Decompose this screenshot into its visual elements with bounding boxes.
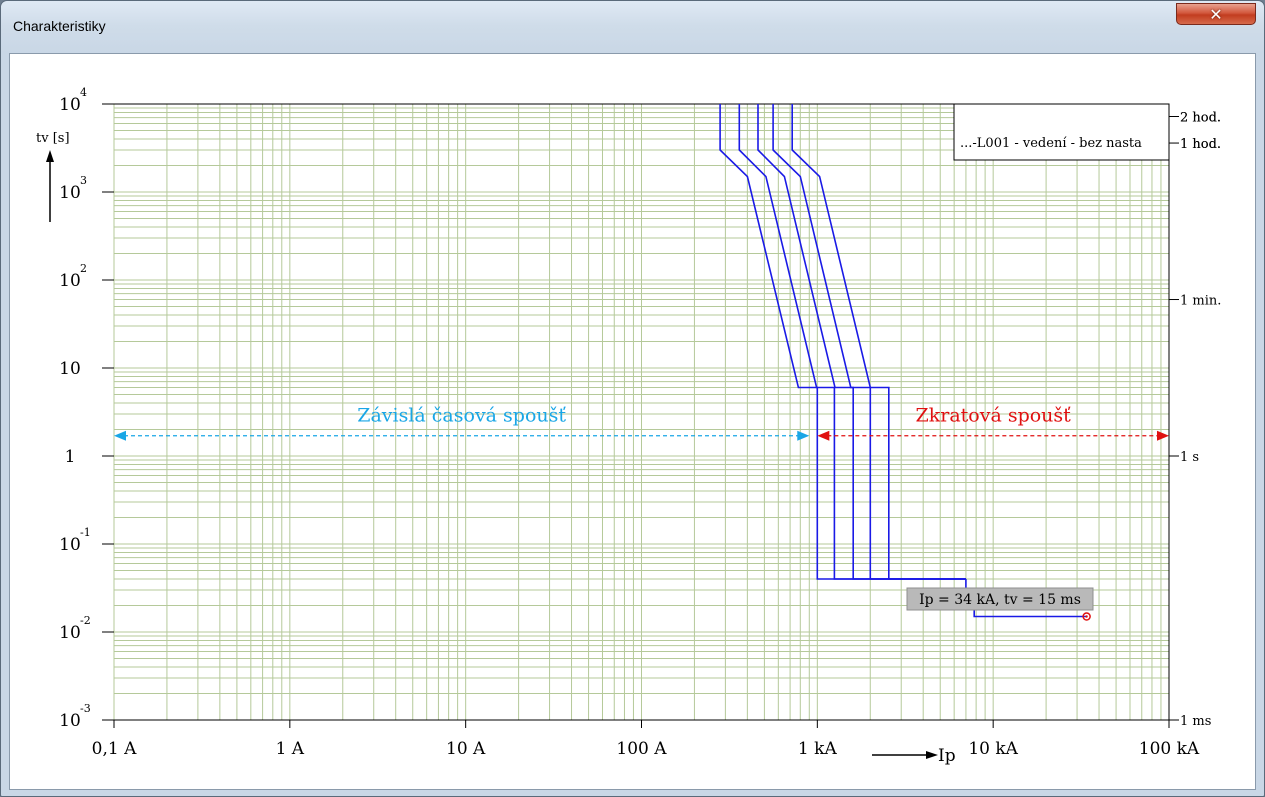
close-icon: ✕ <box>1209 4 1223 24</box>
characteristic-curve <box>772 104 966 580</box>
y-tick-label: 1 <box>65 447 76 467</box>
y-tick-exponent: -1 <box>80 526 91 539</box>
x-tick-label: 10 kA <box>968 739 1018 759</box>
y-tick-exponent: 3 <box>80 174 87 187</box>
annotation-arrowhead-left <box>817 430 830 441</box>
right-axis-label-overlay: 1 hod. <box>1180 137 1221 152</box>
x-tick-label: 10 A <box>446 739 486 759</box>
right-axis-label: 2 hod. <box>1180 111 1221 126</box>
legend-box <box>953 103 1170 161</box>
y-tick-exponent: 4 <box>80 86 87 99</box>
right-axis-label: 1 min. <box>1180 294 1221 309</box>
x-axis-label: Ip <box>938 746 956 766</box>
annotation-arrowhead-left <box>114 430 126 441</box>
right-axis-label: 1 s <box>1180 450 1199 465</box>
characteristic-curve <box>791 104 966 580</box>
y-axis-arrowhead <box>46 150 54 162</box>
right-axis-label-overlay: 2 hod. <box>1180 111 1221 126</box>
x-tick-label: 100 A <box>616 739 667 759</box>
annotation-label: Závislá časová spoušť <box>357 405 566 427</box>
y-tick-exponent: 2 <box>80 262 87 275</box>
x-tick-label: 1 kA <box>798 739 838 759</box>
characteristic-curve <box>719 104 966 580</box>
x-tick-label: 100 kA <box>1139 739 1200 759</box>
annotation-arrowhead-right <box>797 430 810 441</box>
y-tick-label: 10 <box>59 623 81 643</box>
characteristic-curve <box>738 104 966 580</box>
y-tick-label: 10 <box>59 95 81 115</box>
title-bar[interactable]: Charakteristiky ✕ <box>1 1 1264 51</box>
y-axis-label: tv [s] <box>36 131 70 146</box>
grid-lines <box>113 104 1169 721</box>
annotation-label: Zkratová spoušť <box>916 405 1072 427</box>
annotation-arrowhead-right <box>1157 430 1169 441</box>
legend-entry: ...-L001 - vedení - bez nasta <box>960 136 1142 151</box>
y-tick-label: 10 <box>59 535 81 555</box>
y-tick-exponent: -2 <box>80 614 91 627</box>
close-button[interactable]: ✕ <box>1176 3 1256 25</box>
point-tooltip-box <box>906 587 1094 611</box>
window-title: Charakteristiky <box>13 18 106 34</box>
right-axis-label: 1 ms <box>1180 714 1211 729</box>
characteristic-curve <box>757 104 966 580</box>
y-tick-label: 10 <box>59 359 81 379</box>
x-tick-label: 1 A <box>276 739 305 759</box>
selected-point-dot <box>1085 615 1088 618</box>
right-axis-label: 1 hod. <box>1180 137 1221 152</box>
legend: ...-L001 - vedení - bez nasta <box>953 103 1170 161</box>
y-tick-label: 10 <box>59 711 81 731</box>
y-tick-label: 10 <box>59 271 81 291</box>
y-tick-label: 10 <box>59 183 81 203</box>
x-axis-arrowhead <box>926 751 938 759</box>
selected-point-marker <box>1082 612 1091 621</box>
y-tick-exponent: -3 <box>80 702 91 715</box>
point-tooltip-text: Ip = 34 kA, tv = 15 ms <box>919 592 1081 608</box>
x-tick-label: 0,1 A <box>92 739 137 759</box>
